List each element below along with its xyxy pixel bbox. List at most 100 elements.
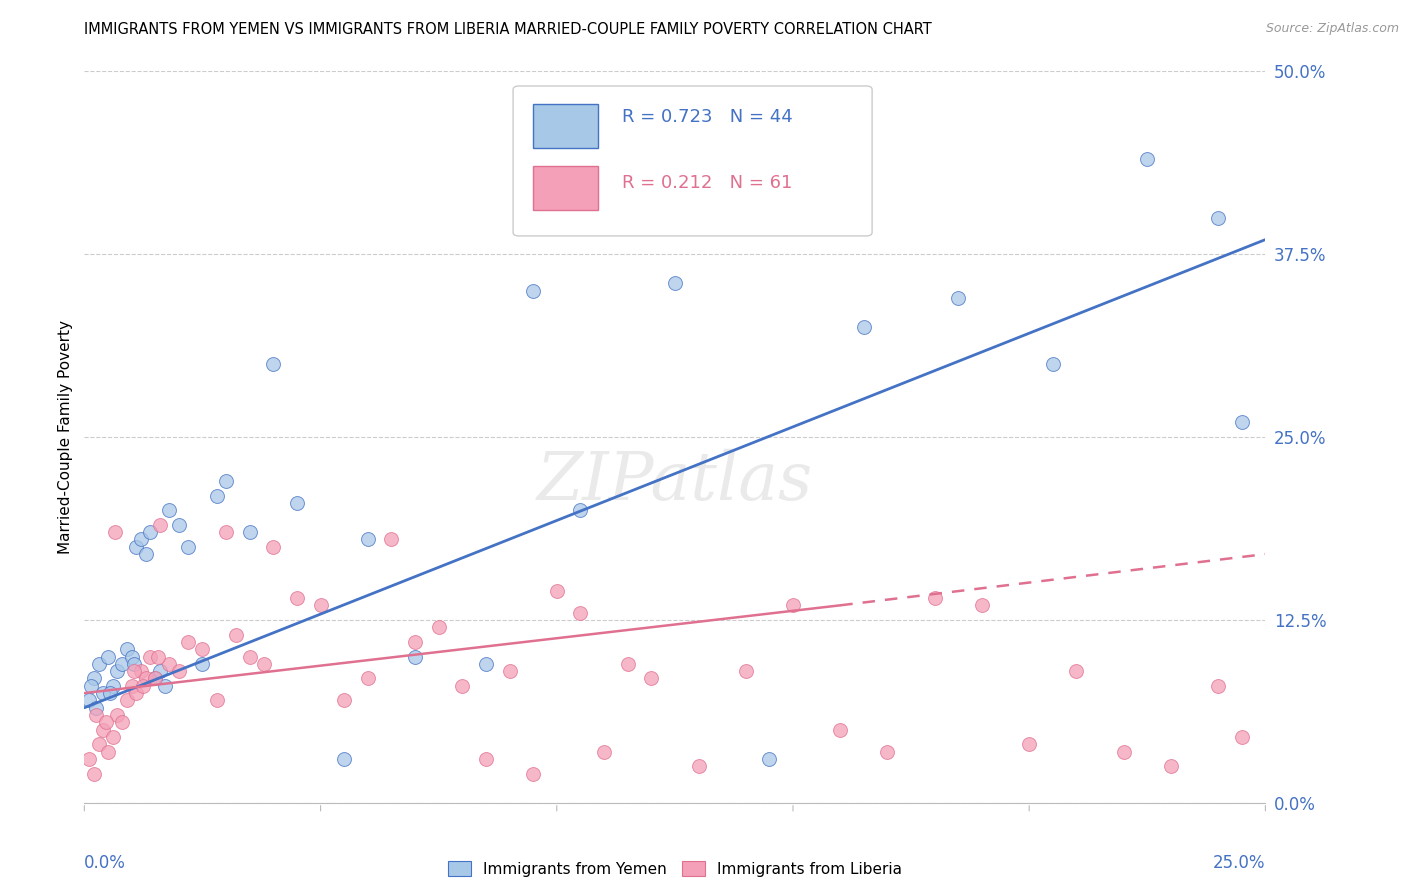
- Text: IMMIGRANTS FROM YEMEN VS IMMIGRANTS FROM LIBERIA MARRIED-COUPLE FAMILY POVERTY C: IMMIGRANTS FROM YEMEN VS IMMIGRANTS FROM…: [84, 22, 932, 37]
- Point: [121, 679, 143, 693]
- Point: [782, 599, 804, 613]
- Point: [149, 517, 172, 532]
- Point: [129, 533, 152, 547]
- FancyBboxPatch shape: [533, 167, 598, 211]
- Point: [253, 657, 276, 671]
- Point: [262, 540, 284, 554]
- Point: [205, 693, 228, 707]
- Point: [77, 752, 100, 766]
- Point: [91, 723, 114, 737]
- Point: [129, 664, 152, 678]
- Point: [84, 700, 107, 714]
- Point: [87, 737, 110, 751]
- Point: [191, 642, 214, 657]
- Point: [475, 752, 498, 766]
- Point: [688, 759, 710, 773]
- Point: [1066, 664, 1088, 678]
- Point: [167, 664, 190, 678]
- Point: [143, 672, 166, 686]
- Point: [157, 503, 180, 517]
- Point: [239, 649, 262, 664]
- Point: [451, 679, 474, 693]
- Point: [1230, 730, 1253, 744]
- Point: [1160, 759, 1182, 773]
- Point: [139, 649, 162, 664]
- Point: [664, 277, 686, 291]
- Point: [1136, 152, 1159, 166]
- FancyBboxPatch shape: [513, 86, 872, 235]
- Point: [380, 533, 402, 547]
- Point: [97, 649, 120, 664]
- Point: [285, 496, 308, 510]
- Point: [77, 693, 100, 707]
- Point: [1018, 737, 1040, 751]
- Point: [546, 583, 568, 598]
- Point: [924, 591, 946, 605]
- Text: R = 0.723   N = 44: R = 0.723 N = 44: [621, 108, 793, 126]
- Point: [522, 766, 544, 780]
- Point: [125, 686, 148, 700]
- Point: [107, 664, 129, 678]
- Point: [177, 540, 200, 554]
- Point: [115, 693, 138, 707]
- Point: [83, 672, 105, 686]
- Point: [309, 599, 332, 613]
- Point: [143, 672, 166, 686]
- Point: [640, 672, 662, 686]
- Point: [146, 649, 169, 664]
- FancyBboxPatch shape: [533, 104, 598, 148]
- Point: [80, 679, 103, 693]
- Point: [111, 715, 134, 730]
- Point: [734, 664, 756, 678]
- Point: [357, 672, 380, 686]
- Point: [122, 657, 145, 671]
- Point: [98, 686, 121, 700]
- Point: [149, 664, 172, 678]
- Point: [616, 657, 638, 671]
- Point: [852, 320, 875, 334]
- Point: [569, 606, 592, 620]
- Text: 25.0%: 25.0%: [1213, 854, 1265, 872]
- Point: [101, 730, 124, 744]
- Point: [153, 679, 176, 693]
- Point: [139, 525, 162, 540]
- Point: [285, 591, 308, 605]
- Point: [1112, 745, 1135, 759]
- Point: [225, 627, 247, 641]
- Point: [948, 291, 970, 305]
- Point: [157, 657, 180, 671]
- Text: Source: ZipAtlas.com: Source: ZipAtlas.com: [1265, 22, 1399, 36]
- Point: [404, 649, 426, 664]
- Point: [1206, 211, 1229, 225]
- Point: [569, 503, 592, 517]
- Point: [239, 525, 262, 540]
- Point: [84, 708, 107, 723]
- Point: [593, 745, 616, 759]
- Point: [91, 686, 114, 700]
- Point: [1206, 679, 1229, 693]
- Point: [215, 474, 238, 488]
- Point: [1042, 357, 1064, 371]
- Point: [205, 489, 228, 503]
- Point: [215, 525, 238, 540]
- Text: 0.0%: 0.0%: [84, 854, 127, 872]
- Point: [475, 657, 498, 671]
- Point: [135, 672, 157, 686]
- Legend: Immigrants from Yemen, Immigrants from Liberia: Immigrants from Yemen, Immigrants from L…: [441, 855, 908, 883]
- Point: [970, 599, 993, 613]
- Point: [522, 284, 544, 298]
- Y-axis label: Married-Couple Family Poverty: Married-Couple Family Poverty: [58, 320, 73, 554]
- Point: [498, 664, 520, 678]
- Point: [758, 752, 780, 766]
- Point: [94, 715, 117, 730]
- Point: [333, 752, 356, 766]
- Point: [132, 679, 155, 693]
- Point: [177, 635, 200, 649]
- Point: [115, 642, 138, 657]
- Text: R = 0.212   N = 61: R = 0.212 N = 61: [621, 174, 792, 192]
- Point: [83, 766, 105, 780]
- Point: [404, 635, 426, 649]
- Point: [111, 657, 134, 671]
- Text: ZIPatlas: ZIPatlas: [537, 449, 813, 514]
- Point: [167, 517, 190, 532]
